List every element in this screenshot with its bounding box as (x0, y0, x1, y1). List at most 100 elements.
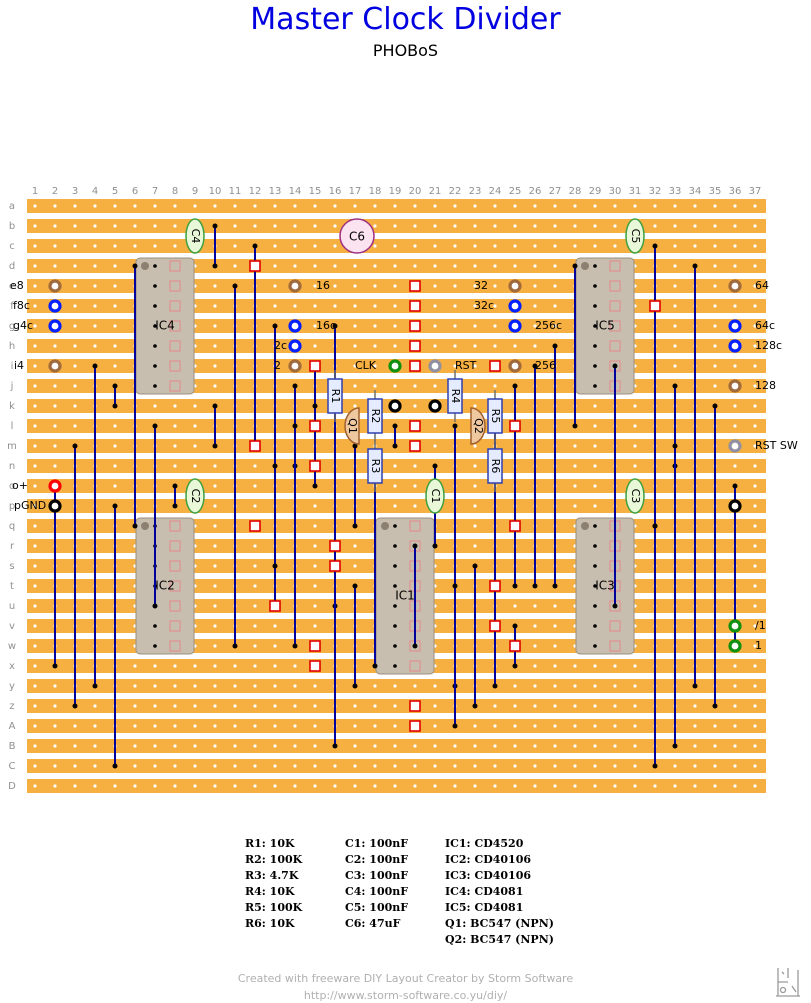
row-label: r (10, 541, 15, 552)
resistor-label: R2 (369, 409, 382, 424)
strip-hole (613, 704, 617, 708)
strip-hole (33, 524, 37, 528)
strip-hole (193, 424, 197, 428)
strip-hole (373, 364, 377, 368)
wire-end (392, 443, 398, 449)
strip-hole (233, 684, 237, 688)
strip-hole (333, 204, 337, 208)
strip-hole (113, 484, 117, 488)
strip-hole (473, 204, 477, 208)
strip-hole (753, 204, 757, 208)
strip-hole (753, 684, 757, 688)
connection-pad (728, 439, 742, 453)
strip-hole (593, 504, 597, 508)
strip-hole (693, 204, 697, 208)
ic-pin (393, 524, 397, 528)
strip-hole (33, 784, 37, 788)
strip-hole (573, 664, 577, 668)
strip-hole (33, 364, 37, 368)
strip-hole (413, 764, 417, 768)
strip-hole (573, 204, 577, 208)
strip-hole (393, 704, 397, 708)
wire-end (672, 383, 678, 389)
strip-hole (273, 624, 277, 628)
strip-hole (753, 724, 757, 728)
strip-hole (353, 784, 357, 788)
strip-hole (453, 244, 457, 248)
connection-pad (728, 499, 742, 513)
strip-hole (633, 664, 637, 668)
strip-hole (733, 704, 737, 708)
ic-pin-cut (609, 340, 621, 352)
ic-pin (593, 304, 597, 308)
strip-hole (353, 724, 357, 728)
wire-end (432, 543, 438, 549)
strip-hole (33, 724, 37, 728)
strip-hole (393, 344, 397, 348)
bom-line: R2: 100K (245, 853, 303, 866)
strip-hole (213, 204, 217, 208)
capacitor-body (625, 478, 645, 514)
strip-hole (513, 344, 517, 348)
ic-pin-cut (609, 280, 621, 292)
strip-hole (413, 404, 417, 408)
strip-hole (293, 304, 297, 308)
ic-pin-cut (609, 260, 621, 272)
strip-hole (413, 484, 417, 488)
strip-hole (133, 744, 137, 748)
strip-hole (313, 704, 317, 708)
strip-hole (33, 444, 37, 448)
strip-hole (433, 724, 437, 728)
column-label: 12 (249, 186, 262, 197)
strip-hole (313, 684, 317, 688)
strip-hole (233, 664, 237, 668)
strip-hole (553, 644, 557, 648)
strip-hole (373, 704, 377, 708)
pad-label: 1 (755, 639, 762, 652)
strip-hole (233, 784, 237, 788)
ic-pin-cut (169, 320, 181, 332)
bom-line: R6: 10K (245, 917, 295, 930)
ic-body (135, 517, 195, 655)
strip-hole (253, 624, 257, 628)
connection-pad (48, 299, 62, 313)
strip-hole (253, 564, 257, 568)
strip-hole (473, 544, 477, 548)
strip-hole (733, 784, 737, 788)
strip-hole (33, 684, 37, 688)
row-label: C (9, 761, 16, 772)
strip-hole (633, 204, 637, 208)
strip-hole (693, 244, 697, 248)
strip-hole (253, 544, 257, 548)
ic-pin-cut (169, 360, 181, 372)
strip-hole (453, 764, 457, 768)
connection-pad (728, 339, 742, 353)
strip-cut (329, 560, 341, 572)
strip-hole (413, 744, 417, 748)
strip-hole (93, 704, 97, 708)
strip-hole (33, 704, 37, 708)
row-label: n (9, 461, 15, 472)
strip-hole (33, 424, 37, 428)
credit-url: http://www.storm-software.co.yu/diy/ (303, 989, 508, 1002)
strip-hole (213, 544, 217, 548)
transistor-label: Q1 (346, 418, 359, 434)
connection-pad (508, 279, 522, 293)
strip-hole (113, 424, 117, 428)
strip-hole (173, 744, 177, 748)
strip-hole (253, 764, 257, 768)
pad-label: 128 (755, 379, 776, 392)
strip-hole (33, 224, 37, 228)
strip-hole (253, 704, 257, 708)
strip-hole (393, 504, 397, 508)
strip-hole (653, 204, 657, 208)
strip-hole (393, 724, 397, 728)
strip-hole (253, 644, 257, 648)
column-label: 3 (72, 186, 78, 197)
strip-hole (413, 464, 417, 468)
strip-hole (393, 684, 397, 688)
strip-hole (93, 764, 97, 768)
ic-label: IC3 (595, 579, 615, 593)
strip-hole (33, 664, 37, 668)
strip-hole (113, 264, 117, 268)
